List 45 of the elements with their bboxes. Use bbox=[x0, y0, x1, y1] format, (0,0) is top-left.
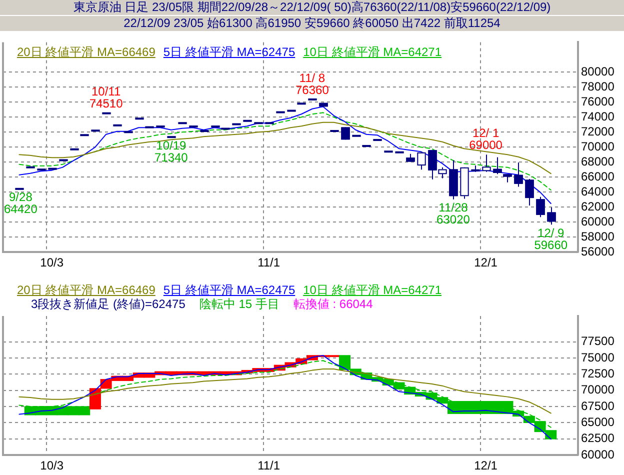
x-tick-label: 12/1 bbox=[474, 458, 498, 473]
text: 20日 終値平滑 MA=66469 bbox=[17, 45, 156, 60]
y-tick-label: 67500 bbox=[581, 398, 615, 413]
text: 10日 終値平滑 MA=64271 bbox=[303, 283, 442, 297]
text: 陰転中 15 手目 bbox=[199, 297, 280, 311]
text: 転換値 : 66044 bbox=[293, 297, 373, 311]
x-tick-label: 11/1 bbox=[258, 458, 280, 473]
y-tick-label: 70000 bbox=[581, 382, 615, 397]
y-tick-label: 68000 bbox=[581, 154, 615, 168]
annotation: 9/28 64420 bbox=[4, 190, 38, 216]
y-tick-label: 58000 bbox=[581, 229, 615, 244]
text: 5日 終値平滑 MA=62475 bbox=[163, 45, 296, 60]
y-tick-label: 72000 bbox=[581, 124, 615, 138]
annotation: 12/ 9 59660 bbox=[534, 226, 568, 252]
y-tick-label: 64000 bbox=[581, 184, 615, 198]
y-tick-label: 62500 bbox=[581, 431, 615, 446]
y-tick-label: 76000 bbox=[581, 94, 615, 108]
y-tick-label: 75000 bbox=[581, 350, 615, 364]
text: 3段抜き新値足 (終値)=62475 bbox=[31, 297, 186, 311]
x-tick-label: 10/3 bbox=[40, 256, 64, 270]
annotation: 12/ 1 69000 bbox=[469, 126, 503, 152]
annotation: 10/11 74510 bbox=[89, 84, 124, 111]
annotation: 11/ 8 76360 bbox=[296, 70, 330, 97]
y-tick-label: 56000 bbox=[581, 244, 615, 258]
text: 10日 終値平滑 MA=64271 bbox=[303, 45, 442, 60]
y-tick-label: 77500 bbox=[581, 334, 615, 348]
x-tick-label: 11/1 bbox=[258, 256, 280, 270]
y-tick-label: 60000 bbox=[581, 447, 615, 462]
text: 20日 終値平滑 MA=66469 bbox=[17, 283, 156, 297]
y-tick-label: 60000 bbox=[581, 214, 615, 228]
x-tick-label: 10/3 bbox=[40, 458, 64, 473]
y-tick-label: 74000 bbox=[581, 109, 615, 124]
y-tick-label: 78000 bbox=[581, 79, 615, 94]
y-tick-label: 72500 bbox=[581, 366, 615, 380]
y-tick-label: 80000 bbox=[581, 64, 615, 78]
chart-subtitle: 22/12/09 23/05 始61300 高61950 安59660 終60050 出7422 前取11254 bbox=[0, 16, 624, 32]
y-tick-label: 70000 bbox=[581, 139, 615, 154]
annotation: 10/19 71340 bbox=[154, 138, 188, 164]
chart-title: 東京原油 日足 23/05限 期間22/09/28～22/12/09( 50)高76360(22/11/08)安59660(22/12/09) bbox=[0, 0, 624, 16]
y-tick-label: 62000 bbox=[581, 199, 615, 214]
y-tick-label: 66000 bbox=[581, 169, 615, 184]
annotation: 11/28 63020 bbox=[436, 200, 470, 227]
x-tick-label: 12/1 bbox=[474, 256, 498, 270]
y-tick-label: 65000 bbox=[581, 414, 615, 429]
text: 5日 終値平滑 MA=62475 bbox=[163, 283, 296, 297]
